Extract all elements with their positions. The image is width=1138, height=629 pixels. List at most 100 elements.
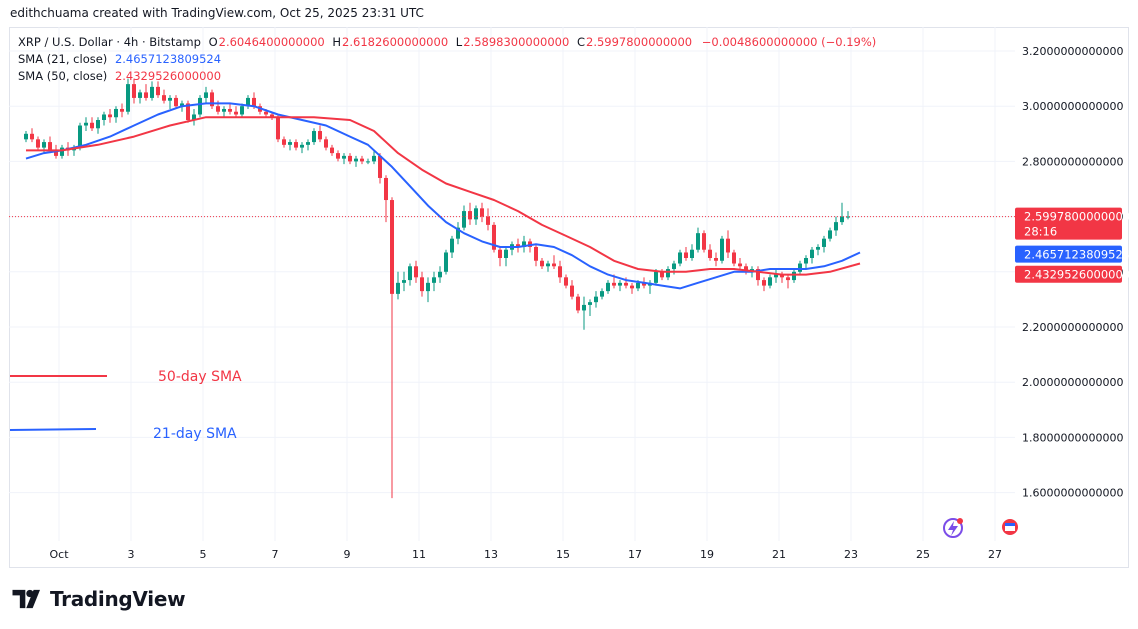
candle-body[interactable] — [126, 84, 130, 112]
candle-body[interactable] — [630, 285, 634, 289]
candle-body[interactable] — [198, 97, 202, 115]
candle-body[interactable] — [756, 269, 760, 281]
candle-body[interactable] — [378, 155, 382, 178]
candle-body[interactable] — [810, 249, 814, 258]
candle-body[interactable] — [672, 263, 676, 270]
candle-body[interactable] — [372, 155, 376, 162]
candle-body[interactable] — [492, 224, 496, 250]
candle-body[interactable] — [456, 227, 460, 239]
candle-body[interactable] — [396, 282, 400, 294]
candle-body[interactable] — [438, 271, 442, 278]
candle-body[interactable] — [342, 155, 346, 159]
candle-body[interactable] — [720, 238, 724, 261]
candle-body[interactable] — [636, 282, 640, 289]
candle-body[interactable] — [468, 211, 472, 220]
candle-body[interactable] — [624, 282, 628, 286]
candle-body[interactable] — [252, 97, 256, 107]
last-price-badge[interactable] — [1015, 207, 1122, 240]
candle-body[interactable] — [120, 108, 124, 112]
candle-body[interactable] — [726, 238, 730, 253]
candle-body[interactable] — [612, 282, 616, 286]
tradingview-brand[interactable]: TradingView — [12, 587, 186, 611]
candle-body[interactable] — [576, 296, 580, 311]
candle-body[interactable] — [828, 230, 832, 239]
candle-body[interactable] — [174, 97, 178, 107]
candle-body[interactable] — [588, 302, 592, 305]
candle-body[interactable] — [42, 142, 46, 148]
candle-body[interactable] — [414, 266, 418, 278]
candle-body[interactable] — [408, 266, 412, 281]
candle-body[interactable] — [762, 280, 766, 286]
candle-body[interactable] — [420, 277, 424, 292]
candle-body[interactable] — [24, 133, 28, 140]
candle-body[interactable] — [348, 155, 352, 162]
candle-body[interactable] — [834, 222, 838, 231]
candle-body[interactable] — [552, 263, 556, 267]
candle-body[interactable] — [666, 269, 670, 278]
candle-body[interactable] — [306, 142, 310, 145]
candle-body[interactable] — [312, 131, 316, 143]
legend-sma50-row[interactable]: SMA (50, close) 2.4329526000000 — [18, 68, 876, 85]
candle-body[interactable] — [108, 114, 112, 118]
candle-body[interactable] — [168, 97, 172, 101]
candle-body[interactable] — [486, 216, 490, 225]
candle-body[interactable] — [516, 244, 520, 247]
candle-body[interactable] — [816, 246, 820, 250]
candle-body[interactable] — [708, 249, 712, 258]
candle-body[interactable] — [402, 280, 406, 283]
candle-body[interactable] — [102, 114, 106, 120]
candle-body[interactable] — [162, 95, 166, 101]
candle-body[interactable] — [300, 144, 304, 148]
candle-body[interactable] — [114, 108, 118, 118]
candle-body[interactable] — [606, 282, 610, 292]
candle-body[interactable] — [186, 103, 190, 120]
candle-body[interactable] — [738, 263, 742, 267]
candle-body[interactable] — [288, 142, 292, 145]
candle-body[interactable] — [546, 263, 550, 267]
lightning-icon[interactable] — [943, 518, 963, 538]
candle-body[interactable] — [366, 161, 370, 163]
candle-body[interactable] — [840, 216, 844, 223]
candle-body[interactable] — [822, 238, 826, 247]
candle-body[interactable] — [90, 122, 94, 129]
candle-body[interactable] — [654, 271, 658, 283]
candle-body[interactable] — [210, 92, 214, 107]
candle-body[interactable] — [132, 84, 136, 98]
candle-body[interactable] — [660, 271, 664, 278]
candle-body[interactable] — [150, 86, 154, 98]
candle-body[interactable] — [564, 277, 568, 286]
candle-body[interactable] — [138, 92, 142, 98]
candle-body[interactable] — [432, 277, 436, 283]
candle-body[interactable] — [336, 153, 340, 159]
candle-body[interactable] — [36, 139, 40, 148]
candle-body[interactable] — [426, 282, 430, 292]
candle-body[interactable] — [792, 271, 796, 281]
candle-body[interactable] — [696, 233, 700, 250]
candle-body[interactable] — [732, 252, 736, 264]
candle-body[interactable] — [600, 291, 604, 297]
calendar-icon[interactable] — [1002, 519, 1018, 535]
candle-body[interactable] — [234, 111, 238, 115]
candle-body[interactable] — [360, 158, 364, 162]
candle-body[interactable] — [354, 158, 358, 162]
candle-body[interactable] — [240, 106, 244, 115]
candle-body[interactable] — [462, 211, 466, 228]
candle-body[interactable] — [222, 108, 226, 112]
candle-body[interactable] — [570, 285, 574, 297]
candle-body[interactable] — [156, 86, 160, 96]
candle-body[interactable] — [768, 277, 772, 286]
candle-body[interactable] — [276, 117, 280, 140]
candle-body[interactable] — [642, 282, 646, 286]
candle-body[interactable] — [48, 142, 52, 151]
candle-body[interactable] — [324, 139, 328, 148]
candle-body[interactable] — [384, 177, 388, 201]
candle-body[interactable] — [444, 252, 448, 272]
candle-body[interactable] — [204, 92, 208, 98]
candle-body[interactable] — [282, 139, 286, 145]
candle-body[interactable] — [774, 274, 778, 278]
candle-body[interactable] — [780, 274, 784, 278]
candle-body[interactable] — [798, 263, 802, 272]
candle-body[interactable] — [390, 200, 394, 294]
sma50-line[interactable] — [26, 116, 861, 276]
candle-body[interactable] — [504, 249, 508, 258]
